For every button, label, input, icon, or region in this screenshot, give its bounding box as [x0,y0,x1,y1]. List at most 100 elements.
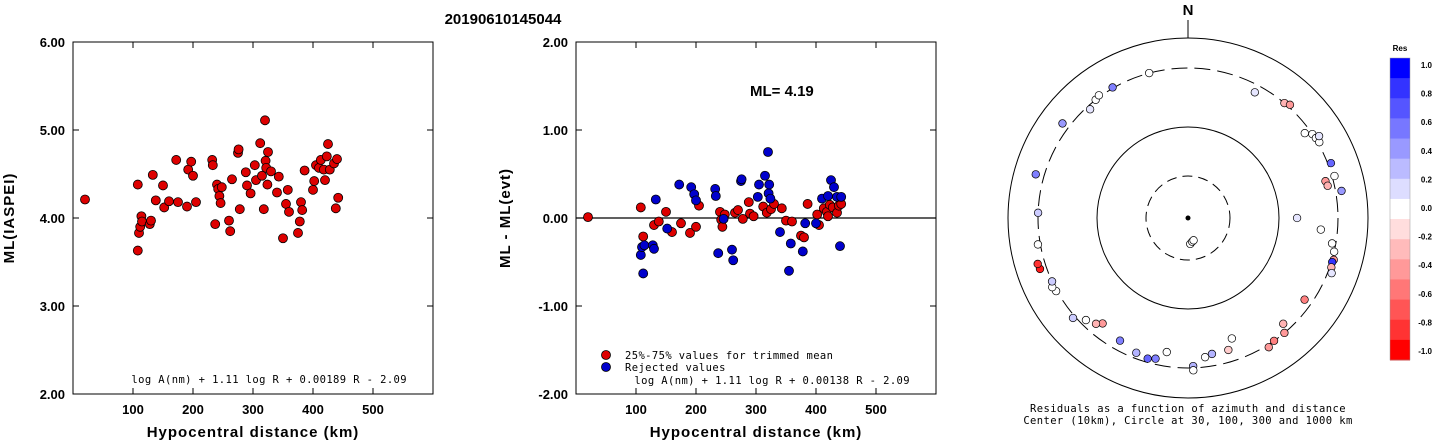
station-point [1224,345,1233,355]
data-point [188,170,198,181]
data-point [225,226,236,237]
data-point [233,144,244,155]
station-point [1081,315,1091,325]
colorbar-swatch [1390,319,1410,341]
polar-caption-2: Center (10km), Circle at 30, 100, 300 an… [1023,415,1352,427]
x-tick-label: 300 [242,402,264,417]
data-point [799,232,809,243]
data-point [278,233,288,244]
data-point [282,184,293,195]
station-point [1200,353,1210,362]
y-tick-label: 3.00 [40,299,65,314]
data-point [802,199,813,209]
data-point [676,218,686,229]
data-point [674,179,685,190]
figure-title: 20190610145044 [445,11,562,28]
station-point [1145,68,1154,78]
x-tick-label: 200 [685,402,707,417]
station-point [1330,171,1339,181]
data-point [255,138,266,149]
station-point [1326,158,1336,168]
y-tick-label: 2.00 [543,35,568,50]
data-point [294,216,305,227]
data-point [737,213,748,224]
colorbar-swatches [1389,57,1411,361]
data-point [635,250,646,260]
data-point [258,204,269,215]
station-point [1047,277,1057,286]
data-point [800,218,811,229]
y-tick-label: -2.00 [538,387,568,402]
legend-marker-rejected [601,362,611,372]
y-tick-label: -1.00 [538,299,568,314]
colorbar-swatch [1390,259,1410,280]
data-point [215,198,226,208]
data-point [182,201,192,212]
data-point [273,171,284,182]
legend-label-trimmed: 25%-75% values for trimmed mean [625,350,833,362]
data-point [691,195,701,206]
ml-value-label: ML= 4.19 [750,83,814,100]
panel-azimuth: N Residuals as a function of azimuth and… [1007,2,1369,427]
station-point [1264,343,1273,352]
data-point [242,180,252,191]
station-point [1162,347,1171,357]
station-point [1330,247,1339,256]
colorbar-tick-label: 0.0 [1421,204,1433,213]
station-point [1314,131,1324,141]
plot2-ylabel: ML - ML(evt) [497,168,514,268]
colorbar-tick-label: 0.2 [1421,175,1433,184]
data-point [685,228,695,238]
colorbar-tick-label: 1.0 [1421,61,1433,70]
plot1-ylabel: ML(IASPEI) [1,173,18,264]
data-point [321,151,332,162]
station-point [1250,88,1259,97]
colorbar-swatch [1390,198,1410,220]
data-point [263,147,273,157]
x-tick-label: 400 [805,402,827,417]
station-point [1108,83,1117,92]
data-point [823,191,833,201]
data-point [299,165,310,176]
data-point [775,227,785,237]
legend-marker-trimmed [601,350,611,360]
data-point [718,213,729,224]
plot1-frame [72,41,434,395]
station-point [1115,336,1125,345]
data-point [257,170,267,181]
data-point [650,194,661,205]
y-tick-label: 4.00 [40,211,65,226]
panel-ml-residual: 100 200 300 400 500 -2.00 -1.00 0.00 1.00 2.00 Hy… [497,35,937,441]
station-point [1300,295,1309,304]
station-point [1085,105,1095,114]
colorbar-tick-label: 0.6 [1421,118,1433,127]
station-point [1323,181,1332,190]
colorbar-title: Res [1393,44,1408,53]
station-point [1227,334,1237,343]
colorbar-tick-label: -0.4 [1418,261,1432,270]
legend-label-rejected: Rejected values [625,362,726,374]
y-tick-label: 6.00 [40,35,65,50]
station-point [1068,313,1078,323]
epicenter-dot [1185,215,1191,221]
polar-caption-1: Residuals as a function of azimuth and d… [1030,403,1346,415]
station-point [1292,213,1302,223]
data-point [330,203,341,214]
data-point [171,155,182,165]
data-point [662,223,673,234]
data-point [754,179,764,190]
data-point [296,197,306,208]
plot1-formula: log A(nm) + 1.11 log R + 0.00189 R - 2.0… [131,374,407,386]
data-point [823,211,833,222]
station-point [1143,354,1152,363]
x-tick-label: 500 [362,402,384,417]
data-point [173,197,183,208]
data-point [323,139,333,149]
x-tick-label: 200 [182,402,204,417]
x-tick-label: 400 [302,402,324,417]
colorbar-tick-label: -0.2 [1418,233,1432,242]
station-point [1327,239,1337,248]
data-point [784,265,794,276]
data-point [691,221,701,232]
colorbar-tick-label: -0.8 [1418,318,1432,327]
